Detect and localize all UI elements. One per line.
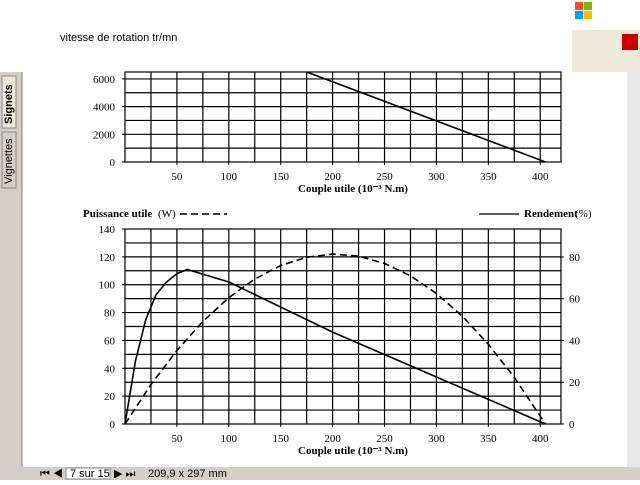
y-tick-label: 2000	[93, 129, 116, 141]
x-tick-label: 250	[376, 433, 393, 445]
legend-unit: (W)	[158, 208, 176, 220]
x-tick-label: 100	[221, 171, 238, 183]
tab-signets[interactable]	[1, 75, 17, 129]
x-axis-label: Couple utile (10⁻³ N.m)	[298, 445, 408, 457]
x-tick-label: 200	[324, 433, 341, 445]
y-tick-label: 6000	[93, 74, 116, 86]
x-tick-label: 50	[171, 433, 183, 445]
x-tick-label: 150	[272, 433, 289, 445]
tab-vignettes[interactable]	[1, 131, 17, 189]
x-tick-label: 400	[532, 433, 549, 445]
windows-logo	[575, 11, 583, 19]
x-tick-label: 100	[221, 433, 238, 445]
plot-frame	[124, 228, 562, 425]
x-tick-label: 350	[480, 433, 497, 445]
side-panel	[0, 72, 22, 467]
legend-label: Rendement	[524, 208, 578, 220]
x-tick-label: 350	[480, 171, 497, 183]
y-tick-label: 40	[104, 363, 116, 375]
adobe-icon[interactable]	[622, 34, 638, 50]
x-tick-label: 300	[428, 171, 445, 183]
y2-tick-label: 60	[569, 294, 581, 306]
y-tick-label: 60	[104, 335, 116, 347]
header-text: vitesse de rotation tr/mn	[60, 32, 177, 44]
x-tick-label: 300	[428, 433, 445, 445]
y-tick-label: 100	[99, 280, 116, 292]
legend-label: Puissance utile	[83, 208, 152, 220]
tab-label: Signets	[3, 84, 15, 124]
plot-frame	[124, 71, 562, 163]
windows-logo	[584, 2, 592, 10]
y-tick-label: 140	[99, 224, 116, 236]
x-tick-label: 150	[272, 171, 289, 183]
windows-logo	[584, 11, 592, 19]
y2-tick-label: 20	[569, 377, 581, 389]
page-size: 209,9 x 297 mm	[148, 468, 227, 480]
x-axis-label: Couple utile (10⁻³ N.m)	[298, 183, 408, 195]
series-line	[306, 71, 546, 163]
status-bar	[0, 467, 640, 480]
y-tick-label: 0	[110, 157, 116, 169]
page-indicator: 7 sur 15	[70, 468, 110, 480]
y-tick-label: 0	[110, 419, 116, 431]
scrollbar[interactable]	[627, 72, 640, 467]
page-box[interactable]	[65, 467, 111, 480]
legend-unit: (%)	[575, 208, 592, 220]
x-tick-label: 200	[324, 171, 341, 183]
y2-tick-label: 0	[569, 419, 575, 431]
y-tick-label: 4000	[93, 102, 116, 114]
x-tick-label: 250	[376, 171, 393, 183]
y2-tick-label: 80	[569, 252, 581, 264]
tab-label: Vignettes	[3, 138, 15, 184]
nav-buttons[interactable]: ⏮ ◀	[40, 468, 63, 480]
nav-buttons[interactable]: ▶ ⏭	[114, 468, 136, 480]
series-line	[124, 268, 546, 425]
windows-logo	[575, 2, 583, 10]
y2-tick-label: 40	[569, 335, 581, 347]
x-tick-label: 400	[532, 171, 549, 183]
y-tick-label: 20	[104, 391, 116, 403]
series-line	[124, 253, 547, 425]
y-tick-label: 80	[104, 308, 116, 320]
x-tick-label: 50	[171, 171, 183, 183]
y-tick-label: 120	[99, 252, 116, 264]
